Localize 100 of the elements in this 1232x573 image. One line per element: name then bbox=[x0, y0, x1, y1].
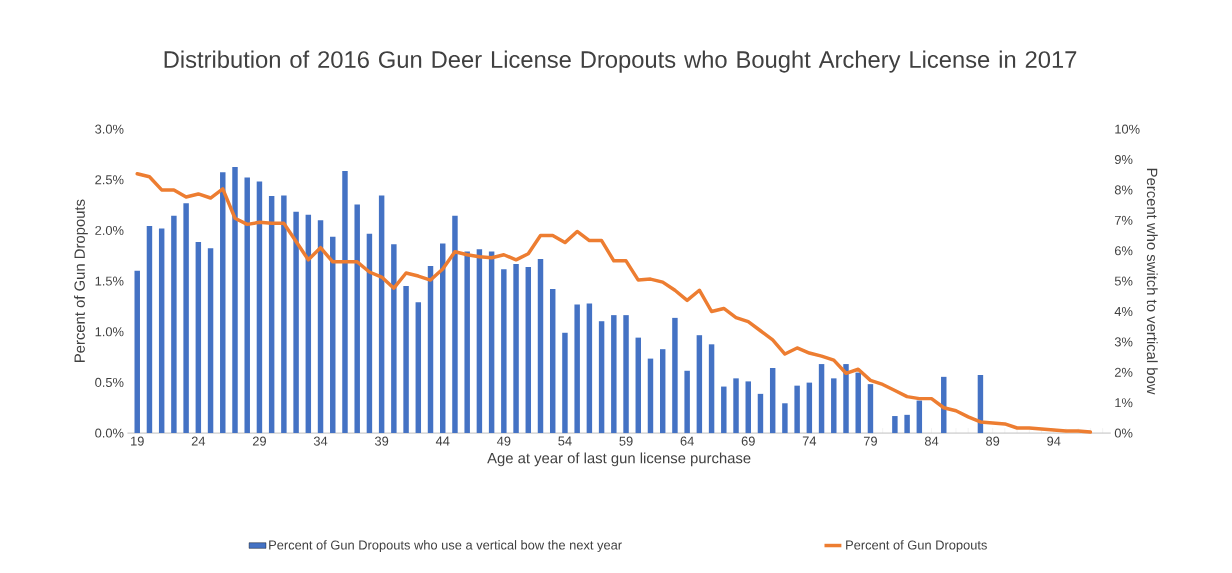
bar bbox=[134, 270, 140, 434]
bar bbox=[256, 181, 263, 434]
y2-tick-label: 6% bbox=[1114, 246, 1133, 256]
bar bbox=[598, 321, 605, 434]
bar bbox=[476, 249, 483, 434]
x-tick-label: 54 bbox=[558, 436, 572, 446]
bar bbox=[611, 315, 617, 434]
bar bbox=[281, 195, 287, 434]
bar bbox=[244, 177, 250, 434]
y-axis-title: Percent of Gun Dropouts bbox=[74, 199, 88, 362]
x-tick-label: 29 bbox=[252, 436, 266, 446]
bar bbox=[317, 220, 324, 434]
y2-tick-label: 0% bbox=[1114, 428, 1133, 438]
bar bbox=[146, 226, 153, 434]
bar bbox=[220, 172, 226, 434]
bar bbox=[892, 415, 898, 434]
bar bbox=[464, 251, 470, 434]
bar bbox=[757, 393, 764, 434]
bar bbox=[696, 335, 703, 434]
bar bbox=[452, 215, 458, 434]
legend-label: Percent of Gun Dropouts who use a vertical bow the next year bbox=[269, 540, 622, 553]
bar bbox=[537, 258, 544, 434]
y2-tick-label: 9% bbox=[1114, 154, 1133, 165]
bar bbox=[745, 381, 751, 434]
y2-tick-label: 8% bbox=[1114, 185, 1133, 195]
bar bbox=[843, 364, 849, 434]
x-tick-label: 84 bbox=[924, 436, 939, 446]
bar bbox=[232, 167, 238, 434]
x-tick-label: 79 bbox=[863, 436, 877, 446]
bar bbox=[378, 195, 385, 434]
bar bbox=[794, 385, 800, 434]
y2-tick-label: 5% bbox=[1114, 276, 1133, 286]
bar bbox=[855, 372, 861, 434]
x-tick-label: 69 bbox=[741, 436, 755, 446]
bar bbox=[623, 315, 629, 434]
y-tick-label: 1.5% bbox=[95, 276, 124, 286]
bar bbox=[549, 288, 556, 434]
bar bbox=[574, 304, 580, 434]
x-tick-label: 64 bbox=[680, 436, 694, 446]
y-tick-label: 1.0% bbox=[95, 327, 124, 337]
y2-tick-label: 3% bbox=[1114, 337, 1133, 347]
x-tick-label: 89 bbox=[986, 436, 1000, 446]
bar bbox=[769, 367, 776, 434]
bar bbox=[415, 302, 422, 434]
bar bbox=[488, 251, 495, 434]
bar bbox=[708, 344, 715, 434]
bar bbox=[293, 211, 299, 434]
x-tick-label: 94 bbox=[1047, 436, 1061, 446]
bar bbox=[354, 204, 360, 434]
y-tick-label: 0.0% bbox=[95, 428, 124, 438]
y-tick-label: 0.5% bbox=[95, 377, 124, 387]
y2-axis-title: Percent who switch to vertical bow bbox=[1146, 168, 1158, 395]
bar bbox=[721, 386, 727, 434]
y2-tick-label: 4% bbox=[1114, 306, 1133, 316]
x-tick-label: 74 bbox=[802, 436, 817, 446]
x-tick-label: 24 bbox=[191, 436, 206, 446]
y-tick-label: 2.0% bbox=[95, 225, 124, 235]
bar bbox=[391, 244, 397, 434]
bar bbox=[268, 195, 275, 434]
bar bbox=[831, 378, 837, 434]
bar bbox=[904, 414, 910, 434]
bar bbox=[403, 285, 409, 434]
legend-label: Percent of Gun Dropouts bbox=[846, 540, 987, 553]
y2-tick-label: 7% bbox=[1114, 215, 1133, 225]
bar bbox=[195, 241, 202, 434]
x-tick-label: 39 bbox=[374, 436, 389, 446]
bar bbox=[672, 317, 678, 434]
bar bbox=[207, 248, 214, 434]
bar bbox=[171, 215, 177, 434]
y-tick-label: 2.5% bbox=[95, 175, 124, 185]
bar bbox=[342, 171, 348, 434]
x-tick-label: 44 bbox=[435, 436, 450, 446]
bar bbox=[806, 382, 813, 434]
y-tick-label: 3.0% bbox=[95, 124, 124, 134]
x-tick-label: 19 bbox=[131, 436, 144, 446]
bar bbox=[916, 400, 923, 434]
bar bbox=[586, 303, 593, 434]
bar bbox=[867, 384, 874, 434]
x-tick-label: 59 bbox=[619, 436, 633, 446]
bar bbox=[818, 364, 825, 434]
bar bbox=[782, 403, 788, 434]
bar bbox=[525, 267, 532, 434]
bar bbox=[562, 332, 568, 434]
chart-title: Distribution of 2016 Gun Deer License Dropouts who Bought Archery License in 2017 bbox=[164, 50, 1077, 73]
y2-tick-label: 10% bbox=[1115, 124, 1140, 134]
bar bbox=[647, 358, 654, 434]
bar bbox=[513, 264, 519, 434]
x-axis-title: Age at year of last gun license purchase bbox=[487, 452, 751, 467]
x-tick-label: 34 bbox=[313, 436, 328, 446]
bar bbox=[684, 370, 690, 434]
bar bbox=[733, 378, 739, 434]
bar bbox=[659, 349, 666, 434]
x-tick-label: 49 bbox=[496, 436, 511, 446]
y2-tick-label: 1% bbox=[1115, 398, 1133, 408]
bar bbox=[183, 203, 189, 434]
bar bbox=[366, 233, 373, 434]
bar bbox=[635, 337, 641, 434]
bar bbox=[501, 269, 507, 434]
bar bbox=[158, 228, 165, 434]
y2-tick-label: 2% bbox=[1114, 367, 1133, 377]
